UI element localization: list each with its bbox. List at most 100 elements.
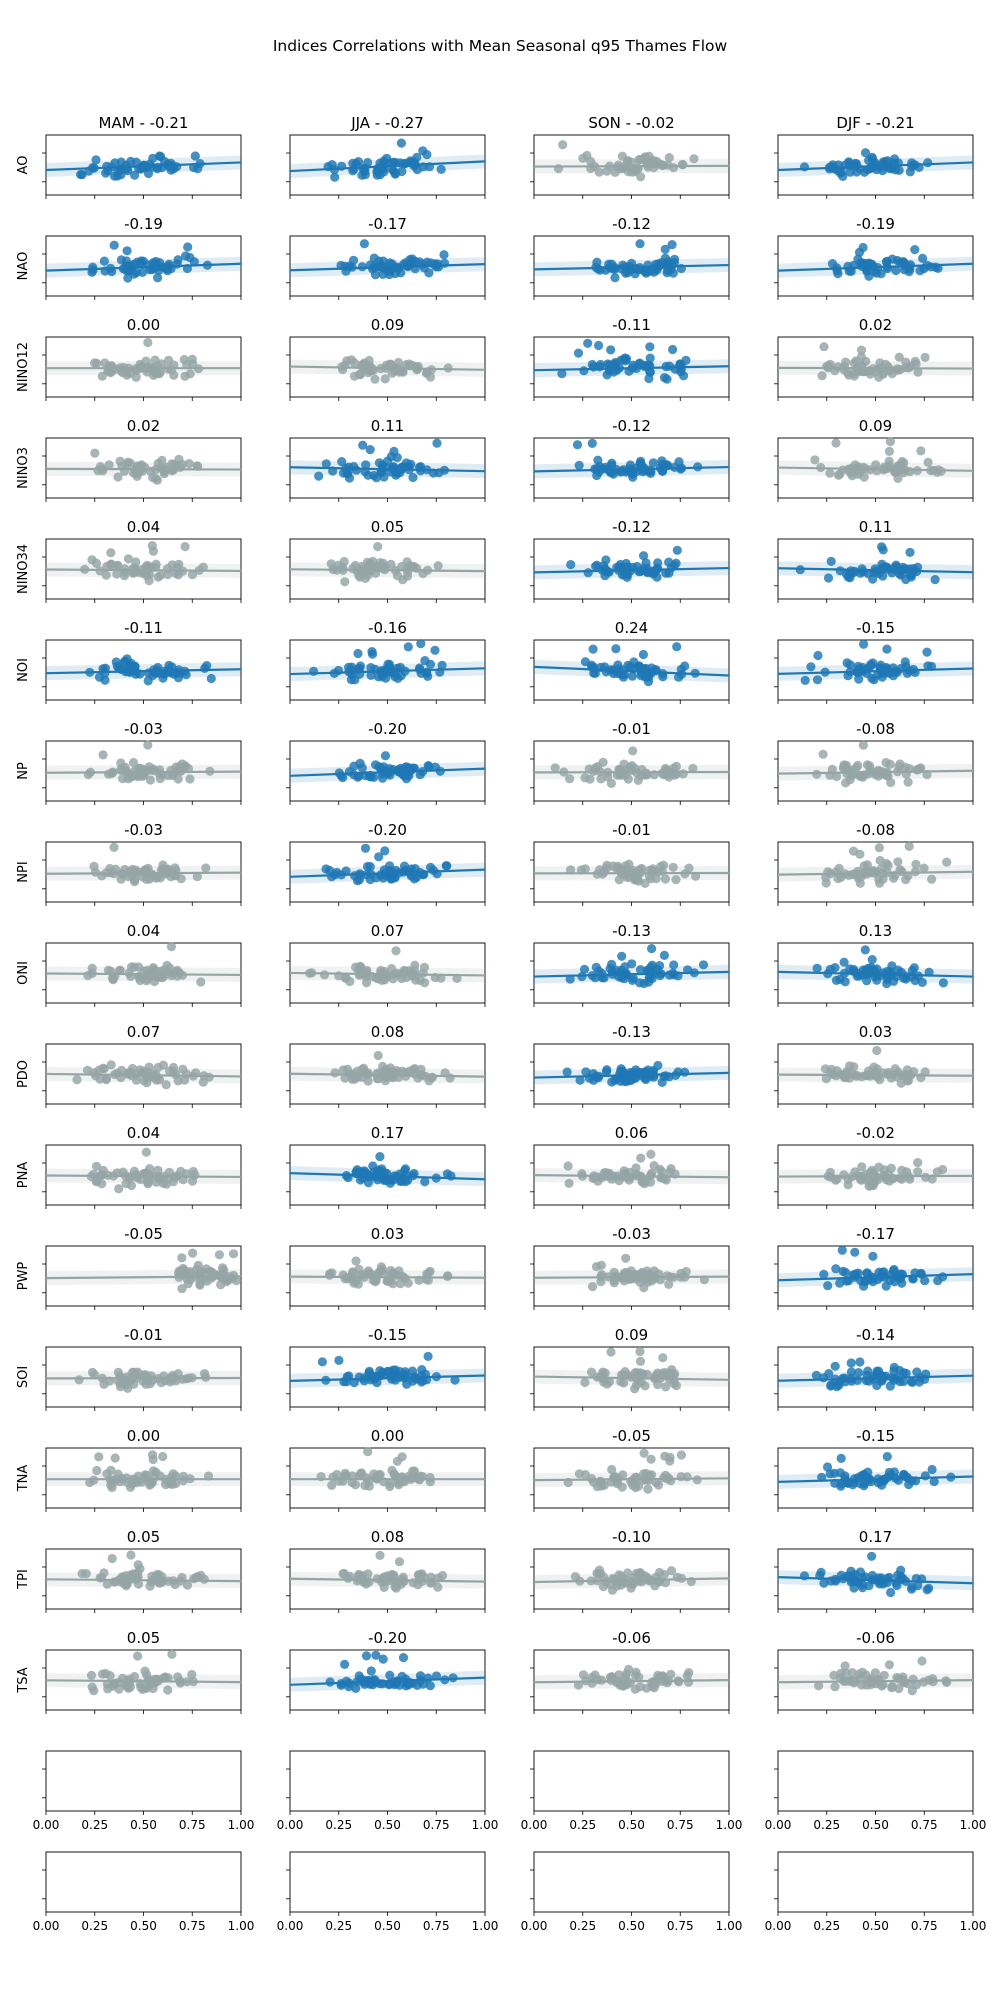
index-label: NP xyxy=(16,762,31,780)
data-point xyxy=(597,1173,607,1183)
data-point xyxy=(821,1074,831,1084)
data-point xyxy=(566,865,576,875)
data-point xyxy=(147,1450,158,1460)
data-point xyxy=(840,1661,850,1671)
data-point xyxy=(851,763,861,773)
data-point xyxy=(830,963,840,973)
data-point xyxy=(901,1472,911,1482)
regression-line xyxy=(777,1679,974,1684)
subplot-panel: -0.03 NPI xyxy=(16,821,242,906)
data-point xyxy=(692,1475,702,1485)
data-point xyxy=(878,571,888,581)
data-point xyxy=(377,1164,387,1174)
data-point xyxy=(380,751,391,761)
data-point xyxy=(930,575,940,585)
data-point xyxy=(192,872,202,882)
data-point xyxy=(625,1678,636,1688)
panel-title: -0.08 xyxy=(856,720,895,738)
data-point xyxy=(572,440,583,450)
data-point xyxy=(139,1066,149,1076)
subplot-panel: -0.12 xyxy=(530,215,730,300)
data-point xyxy=(353,772,363,782)
data-point xyxy=(611,644,621,654)
regression-line xyxy=(533,1071,730,1079)
data-point xyxy=(607,1672,617,1682)
regression-line xyxy=(289,263,486,272)
data-point xyxy=(893,1270,903,1280)
regression-line xyxy=(45,1174,242,1179)
data-point xyxy=(628,973,638,983)
data-point xyxy=(895,759,905,769)
data-point xyxy=(882,1452,892,1462)
panel-title: 0.08 xyxy=(371,1528,404,1546)
data-point xyxy=(881,1281,891,1291)
data-point xyxy=(884,446,895,456)
subplot-panel: -0.12 xyxy=(530,417,730,502)
data-point xyxy=(806,662,816,672)
data-point xyxy=(859,639,869,649)
regression-line xyxy=(289,667,486,676)
data-point xyxy=(640,1381,650,1391)
index-label: SOI xyxy=(16,1366,31,1388)
data-point xyxy=(362,965,372,976)
subplot-panel: 0.24 xyxy=(530,619,730,704)
data-point xyxy=(127,1479,137,1489)
data-point xyxy=(354,369,365,380)
panel-grid: MAM - -0.21 AO JJA - -0.27 SON - -0.02 DJF -… xyxy=(16,114,986,1933)
data-point xyxy=(365,445,375,455)
data-point xyxy=(646,1454,656,1464)
data-point xyxy=(371,1650,381,1660)
data-point xyxy=(426,862,436,873)
data-point xyxy=(602,166,612,176)
data-point xyxy=(625,460,636,470)
data-point xyxy=(882,771,892,781)
data-point xyxy=(671,1070,681,1080)
data-point xyxy=(325,1270,335,1280)
data-point xyxy=(385,1670,395,1680)
data-point xyxy=(879,368,889,378)
data-point xyxy=(83,769,93,780)
data-point xyxy=(165,1476,175,1486)
data-point xyxy=(579,964,590,975)
axes-frame xyxy=(45,1750,242,1812)
x-tick-label: 1.00 xyxy=(960,1818,987,1832)
data-point xyxy=(919,1677,929,1687)
data-point xyxy=(98,750,108,760)
data-point xyxy=(671,875,681,885)
data-point xyxy=(390,1582,400,1592)
data-point xyxy=(167,365,177,375)
panel-title: 0.11 xyxy=(859,518,892,536)
subplot-panel: -0.03 xyxy=(530,1225,730,1310)
data-point xyxy=(592,1482,602,1492)
data-point xyxy=(630,1472,640,1483)
data-point xyxy=(109,842,119,853)
data-point xyxy=(416,639,426,649)
data-point xyxy=(836,1570,846,1580)
data-point xyxy=(812,675,823,685)
data-point xyxy=(628,746,638,756)
data-point xyxy=(863,1366,873,1376)
data-point xyxy=(391,946,401,956)
data-point xyxy=(606,1347,616,1357)
data-point xyxy=(123,1383,133,1393)
x-tick-label: 0.00 xyxy=(33,1919,60,1933)
data-point xyxy=(920,1276,930,1286)
data-point xyxy=(395,662,405,672)
data-point xyxy=(563,1161,573,1171)
data-point xyxy=(376,1262,386,1272)
data-point xyxy=(814,1681,824,1691)
subplot-panel: 0.07 xyxy=(286,922,486,1007)
data-point xyxy=(916,446,926,456)
data-point xyxy=(645,266,655,276)
data-point xyxy=(133,1651,143,1661)
data-point xyxy=(384,764,394,774)
data-point xyxy=(849,368,859,378)
data-point xyxy=(639,551,649,561)
regression-line xyxy=(777,1273,974,1282)
data-point xyxy=(101,168,111,178)
data-point xyxy=(122,1372,132,1382)
data-point xyxy=(811,1370,822,1380)
data-point xyxy=(377,460,388,470)
data-point xyxy=(810,455,820,465)
axes-frame xyxy=(45,1851,242,1913)
